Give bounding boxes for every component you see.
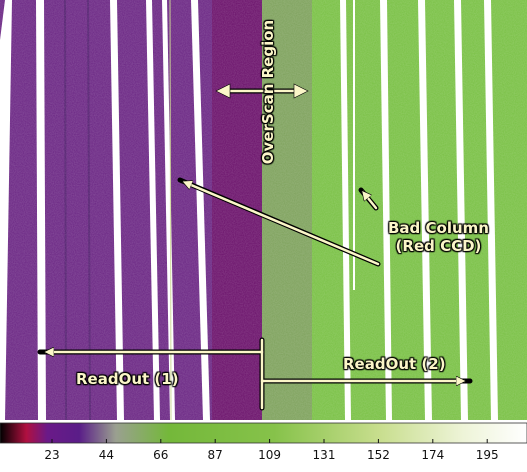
overscan-arrow-head-left bbox=[215, 83, 231, 99]
colorbar-tick-label: 195 bbox=[475, 448, 499, 462]
colorbar-tick-label: 87 bbox=[207, 448, 223, 462]
colorbar-tick-label: 152 bbox=[366, 448, 390, 462]
readout-1-label: ReadOut (1) bbox=[76, 370, 179, 388]
bad-column-arrow bbox=[363, 192, 378, 210]
colorbar-tick-label: 174 bbox=[421, 448, 445, 462]
bad-column-label-line2: (Red CCD) bbox=[395, 237, 482, 255]
arrows bbox=[46, 89, 464, 410]
bad-column-label: Bad Column (Red CCD) bbox=[388, 219, 489, 255]
bad-column-label-line1: Bad Column bbox=[388, 219, 489, 237]
colorbar-tick-label: 131 bbox=[312, 448, 336, 462]
overscan-label: OverScan Region bbox=[259, 19, 277, 165]
colorbar-tick-label: 44 bbox=[98, 448, 115, 462]
colorbar-tick-marks bbox=[51, 439, 488, 443]
colorbar-tick-label: 66 bbox=[153, 448, 169, 462]
colorbar-tick-label: 109 bbox=[258, 448, 282, 462]
colorbar-tick-label: 23 bbox=[44, 448, 60, 462]
overscan-arrow-head-right bbox=[293, 83, 309, 99]
readout-2-label: ReadOut (2) bbox=[343, 355, 446, 373]
colorbar bbox=[0, 422, 527, 444]
bad-column-red-arrow bbox=[184, 182, 380, 266]
